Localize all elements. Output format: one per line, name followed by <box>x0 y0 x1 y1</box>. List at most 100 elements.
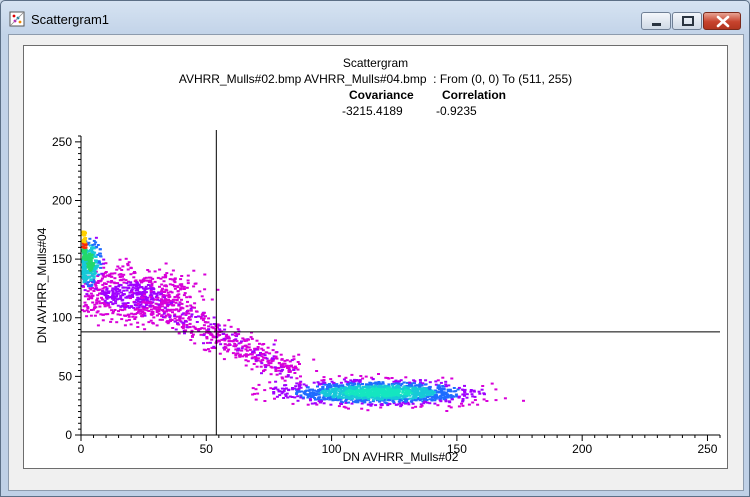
scatter-point <box>171 300 175 303</box>
scatter-point <box>132 313 136 316</box>
scatter-point <box>392 380 396 383</box>
scatter-point <box>149 319 153 322</box>
scatter-point <box>322 381 326 384</box>
scatter-point <box>317 398 321 401</box>
scatter-point <box>339 400 343 403</box>
scatter-point <box>280 392 284 395</box>
scatter-point <box>189 307 193 310</box>
scatter-point <box>434 389 438 392</box>
maximize-button[interactable] <box>672 12 702 30</box>
scatter-point <box>81 272 85 275</box>
scatter-point <box>280 358 284 361</box>
scatter-point <box>93 283 97 286</box>
scatter-point <box>356 390 360 393</box>
scatter-point <box>88 258 92 261</box>
y-tick-label: 0 <box>65 428 72 442</box>
scatter-point <box>136 326 140 328</box>
scatter-point <box>401 388 404 391</box>
scatter-point <box>217 340 221 343</box>
scatter-point <box>375 382 379 385</box>
scatter-point <box>192 285 196 288</box>
scatter-point <box>132 284 136 287</box>
scatter-point <box>96 324 100 327</box>
scatter-point <box>274 355 278 358</box>
scatter-point <box>404 395 408 398</box>
scatter-point <box>380 390 384 393</box>
scatter-point <box>151 297 155 300</box>
scatter-point <box>361 397 365 400</box>
scatter-chart[interactable]: 0 50 100 150 200 250 0 50 100 150 200 250 DN AVHRR_… <box>24 46 727 468</box>
scatter-point <box>96 294 100 297</box>
scatter-point <box>391 387 395 390</box>
scatter-point <box>145 287 149 290</box>
scatter-point <box>244 359 248 362</box>
scatter-point <box>97 273 101 276</box>
scatter-point <box>325 387 329 390</box>
scatter-point <box>347 407 350 410</box>
scatter-point <box>169 320 172 322</box>
scatter-point <box>317 390 321 393</box>
scatter-point <box>113 282 117 285</box>
scatter-point <box>322 376 326 379</box>
scatter-point <box>439 394 443 397</box>
scatter-point <box>178 319 182 322</box>
scatter-point <box>171 278 174 281</box>
scatter-point <box>363 390 367 393</box>
scatter-point <box>409 400 413 403</box>
scatter-point <box>321 391 324 394</box>
scatter-point <box>320 379 324 382</box>
scatter-point <box>449 394 453 397</box>
scatter-point <box>325 394 329 397</box>
scatter-point <box>81 246 85 249</box>
scatter-point <box>332 394 336 397</box>
scatter-point <box>268 352 272 355</box>
scatter-point <box>108 273 112 276</box>
scatter-point <box>215 332 219 335</box>
scatter-point <box>86 265 90 268</box>
scatter-point <box>272 357 275 360</box>
scatter-point <box>375 396 379 399</box>
scatter-point <box>182 312 186 315</box>
scatter-point <box>469 390 473 393</box>
scatter-point <box>154 302 158 305</box>
scatter-point <box>286 375 290 378</box>
scatter-point <box>140 286 144 288</box>
scatter-point <box>253 392 256 395</box>
scatter-point <box>323 394 327 397</box>
scatter-point <box>269 373 273 376</box>
scatter-point <box>167 321 171 324</box>
scatter-point <box>217 334 221 337</box>
scatter-point <box>157 312 161 315</box>
scatter-point <box>159 293 163 296</box>
scatter-point <box>456 388 460 391</box>
scatter-point <box>434 383 438 386</box>
scatter-point <box>165 310 168 313</box>
scatter-point <box>258 342 261 345</box>
scatter-point <box>342 387 346 390</box>
scatter-point <box>337 396 341 399</box>
minimize-button[interactable] <box>641 12 671 30</box>
scattergram-panel[interactable]: Scattergram AVHRR_Mulls#02.bmp AVHRR_Mul… <box>23 45 728 469</box>
title-bar[interactable]: Scattergram1 <box>1 1 749 35</box>
scatter-point <box>158 306 162 309</box>
close-button[interactable] <box>703 12 741 30</box>
scatter-point <box>346 397 350 400</box>
scatter-point <box>283 362 287 365</box>
scatter-point <box>414 396 417 399</box>
scatter-point <box>247 346 251 349</box>
scatter-point <box>337 405 341 408</box>
scatter-point <box>434 394 438 397</box>
scatter-point <box>288 364 292 367</box>
scatter-point <box>185 324 189 326</box>
scatter-point <box>349 387 352 390</box>
scatter-point <box>104 291 108 294</box>
scatter-point <box>163 306 167 309</box>
scatter-point <box>462 393 466 396</box>
correlation-value: -0.9235 <box>436 104 477 118</box>
scatter-point <box>349 390 353 393</box>
x-tick-label: 250 <box>697 442 717 456</box>
scatter-point <box>338 384 342 387</box>
scatter-point <box>247 338 250 341</box>
scatter-point <box>188 318 192 321</box>
scatter-point <box>159 277 163 280</box>
